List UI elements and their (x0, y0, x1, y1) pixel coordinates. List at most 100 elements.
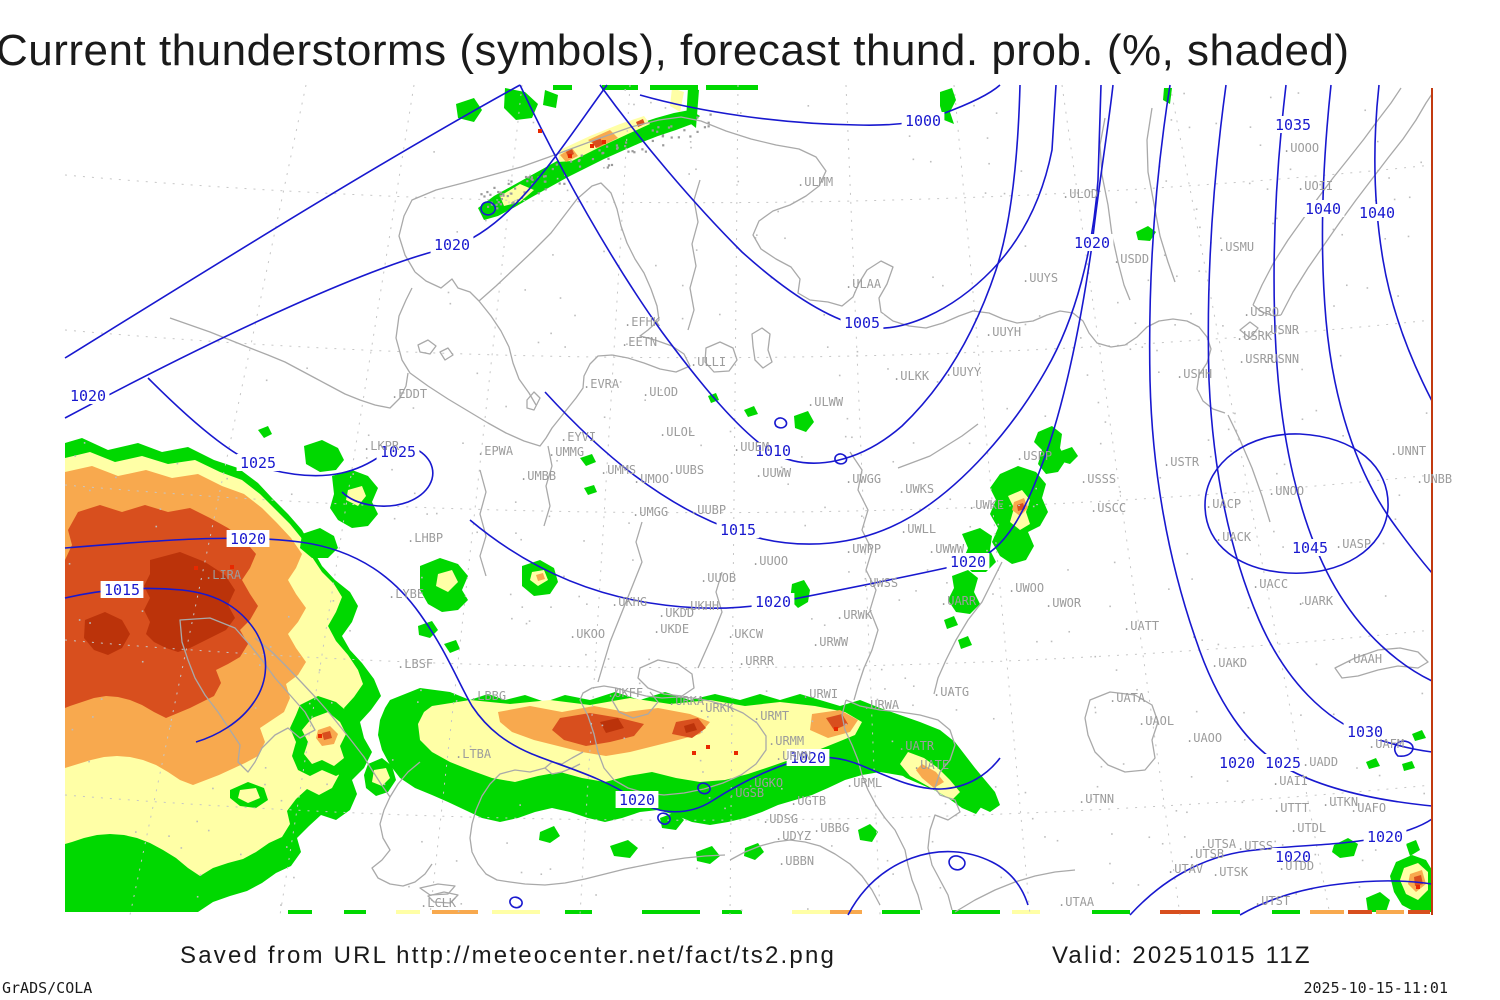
station-code: .LCLK (420, 896, 457, 910)
station-code: .LTBA (455, 747, 492, 761)
station-code: .EDDT (391, 387, 427, 401)
station-code: .URML (846, 776, 882, 790)
station-code: .UTTT (1273, 801, 1309, 815)
station-code: .UTKN (1322, 795, 1358, 809)
station-code: .UASP (1335, 537, 1371, 551)
station-code: .UAOO (1186, 731, 1222, 745)
station-code: .UARK (1297, 594, 1334, 608)
station-code: .USRK (1236, 329, 1273, 343)
station-code: .UAFO (1350, 801, 1386, 815)
station-code: .USCC (1090, 501, 1126, 515)
station-code: .ULMM (797, 175, 833, 189)
station-code: .UGTB (790, 794, 826, 808)
station-code: .URWK (836, 608, 873, 622)
station-code: .URRR (738, 654, 775, 668)
station-code: .UUYY (945, 365, 982, 379)
page-title: Current thunderstorms (symbols), forecas… (0, 26, 1350, 75)
station-code: .URWW (812, 635, 849, 649)
station-code: .UUYS (1022, 271, 1058, 285)
station-code: .EPWA (477, 444, 514, 458)
station-code: .USRO (1243, 305, 1279, 319)
isobar-value: 1000 (905, 112, 941, 130)
station-code: .UADD (1302, 755, 1338, 769)
station-code: .USTR (1163, 455, 1200, 469)
station-code: .UNNT (1390, 444, 1426, 458)
station-code: .UWGG (845, 472, 881, 486)
station-code: .USNN (1263, 352, 1299, 366)
station-code: .UTDD (1278, 859, 1314, 873)
saved-url-caption: Saved from URL http://meteocenter.net/fa… (180, 942, 837, 969)
station-code: .UOOO (1283, 141, 1319, 155)
station-code: .UWWW (928, 542, 965, 556)
station-code: .UAII (1272, 774, 1308, 788)
station-code: .UACP (1205, 497, 1241, 511)
station-code: .UKDD (658, 606, 694, 620)
station-code: .UUOB (700, 571, 736, 585)
station-code: .UACK (1215, 530, 1252, 544)
station-code: .UUOO (752, 554, 788, 568)
station-code: .UTSB (1188, 847, 1224, 861)
station-code: .UATE (913, 758, 949, 772)
station-code: .LHBP (407, 531, 443, 545)
station-code: .UKOO (569, 627, 605, 641)
station-code: .UATT (1123, 619, 1159, 633)
station-code: .UUEM (733, 440, 769, 454)
station-code: .USMU (1218, 240, 1254, 254)
isobar-value: 1020 (1275, 848, 1311, 866)
storm-symbol-layer (194, 129, 1420, 889)
station-code: .UATA (1109, 691, 1146, 705)
station-code: .UWOO (1008, 581, 1044, 595)
station-code: .UTAA (1058, 895, 1095, 909)
station-code: .UDYZ (775, 829, 811, 843)
station-code: .UBBN (778, 854, 814, 868)
station-code: .UATR (898, 739, 935, 753)
station-code: .UMMS (600, 463, 636, 477)
station-code: .UTSA (1200, 837, 1237, 851)
station-code: .LYBE (388, 587, 424, 601)
station-code: .URWI (802, 687, 838, 701)
station-code: .URWA (863, 698, 900, 712)
isobar-value: 1030 (1347, 723, 1383, 741)
station-code: .UDSG (762, 812, 798, 826)
station-code: .ULKK (893, 369, 930, 383)
station-code: .UMOO (633, 472, 669, 486)
station-code: .LBSF (397, 657, 433, 671)
isobar-value: 1015 (104, 581, 140, 599)
station-code: .ULAA (845, 277, 882, 291)
isobar-value: 1005 (844, 314, 880, 332)
station-code: .USDD (1113, 252, 1149, 266)
station-code: .URKA (668, 694, 705, 708)
station-code: .UAFM (1368, 737, 1404, 751)
station-code: .ULWW (807, 395, 844, 409)
station-code: .UACC (1252, 577, 1288, 591)
station-code: .EETN (621, 335, 657, 349)
station-code: .LBBG (470, 689, 506, 703)
station-code: .UAAH (1346, 652, 1382, 666)
station-code: .ULLI (690, 355, 726, 369)
station-code: .UTNN (1078, 792, 1114, 806)
isobar-value: 1015 (720, 521, 756, 539)
station-code: .UGKO (747, 776, 783, 790)
station-code: .USHH (1176, 367, 1212, 381)
station-code: .USPP (1016, 449, 1052, 463)
isobar-label-layer: 1000 1035 1040 1040 1020 1020 1005 1020 1025 1025… (66, 112, 1407, 866)
station-code: .EVRA (583, 377, 620, 391)
station-code: .UWKE (968, 498, 1004, 512)
station-code: .UWKS (898, 482, 934, 496)
isobar-value: 1040 (1359, 204, 1395, 222)
station-code: .UKDE (653, 622, 689, 636)
station-code: .UKFF (607, 686, 643, 700)
station-code: .UMBB (520, 469, 556, 483)
isobar-value: 1020 (950, 553, 986, 571)
generation-timestamp: 2025-10-15-11:01 (1303, 979, 1449, 997)
station-code: .UTDL (1290, 821, 1326, 835)
station-code: .URKK (698, 701, 735, 715)
grads-credit: GrADS/COLA (2, 979, 93, 997)
station-code: .UMGG (632, 505, 668, 519)
station-code: .USRR (1238, 352, 1275, 366)
coastline-layer (169, 87, 1433, 913)
station-code: .UOII (1297, 179, 1333, 193)
station-code: .UNOO (1268, 484, 1304, 498)
